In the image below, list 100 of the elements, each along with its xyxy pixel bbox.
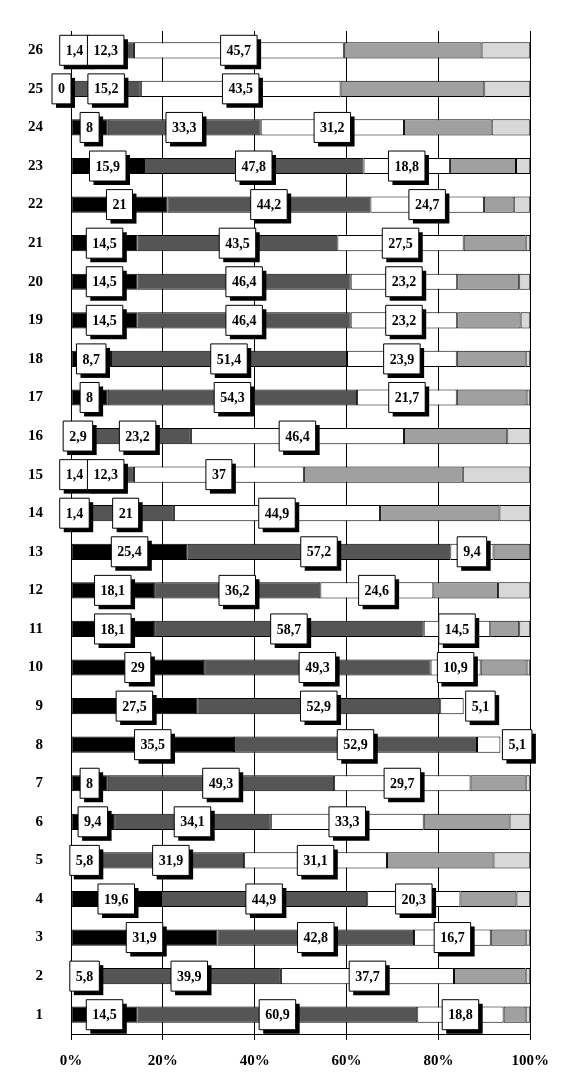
y-tick-label: 19 xyxy=(28,311,43,328)
y-tick-label: 17 xyxy=(28,388,44,405)
y-tick-label: 24 xyxy=(28,118,44,135)
data-label: 12,3 xyxy=(93,42,118,58)
data-label: 31,1 xyxy=(303,853,328,869)
data-label: 31,9 xyxy=(132,930,157,946)
data-label: 2,9 xyxy=(69,428,87,444)
data-label: 23,2 xyxy=(391,312,417,328)
y-tick-label: 9 xyxy=(35,696,43,713)
y-tick-label: 4 xyxy=(35,889,44,906)
data-label: 14,5 xyxy=(92,1007,117,1023)
data-label: 5,1 xyxy=(508,737,526,753)
data-label: 37,7 xyxy=(355,968,380,984)
data-label: 46,4 xyxy=(231,274,257,290)
data-label: 27,5 xyxy=(388,235,413,251)
data-label: 27,5 xyxy=(122,698,147,714)
data-label: 52,9 xyxy=(343,737,368,753)
data-label: 49,3 xyxy=(208,775,234,791)
data-label: 58,7 xyxy=(276,621,302,637)
data-label: 29 xyxy=(130,660,145,676)
data-label: 31,9 xyxy=(158,853,184,869)
data-label: 15,9 xyxy=(95,158,121,174)
data-label: 24,6 xyxy=(364,582,390,598)
data-label: 42,8 xyxy=(303,930,329,946)
data-label: 20,3 xyxy=(401,891,427,907)
data-label: 5,8 xyxy=(75,968,94,984)
data-label: 14,5 xyxy=(92,274,117,290)
data-label: 36,2 xyxy=(225,582,250,598)
data-label: 14,5 xyxy=(92,312,117,328)
data-label: 37 xyxy=(211,467,226,483)
y-tick-label: 2 xyxy=(35,967,43,984)
data-label: 47,8 xyxy=(241,158,267,174)
data-label: 18,1 xyxy=(100,621,126,637)
y-tick-label: 1 xyxy=(35,1005,43,1022)
y-tick-label: 11 xyxy=(28,619,43,636)
y-tick-label: 13 xyxy=(28,542,43,559)
y-tick-label: 21 xyxy=(28,234,43,251)
data-label: 8 xyxy=(86,775,94,791)
y-tick-label: 16 xyxy=(28,426,44,443)
data-label: 14,5 xyxy=(92,235,117,251)
data-label: 21,7 xyxy=(394,390,420,406)
data-label: 31,2 xyxy=(320,120,345,136)
data-label: 19,6 xyxy=(104,891,129,907)
data-label: 23,2 xyxy=(125,428,150,444)
data-label: 18,8 xyxy=(448,1007,473,1023)
data-label: 25,4 xyxy=(117,544,142,560)
y-tick-label: 14 xyxy=(28,504,44,521)
x-tick-label: 100% xyxy=(511,1051,549,1068)
data-label: 43,5 xyxy=(228,81,253,97)
data-label: 54,3 xyxy=(220,390,245,406)
data-label: 9,4 xyxy=(463,544,481,560)
data-label: 33,3 xyxy=(334,814,360,830)
y-tick-label: 8 xyxy=(35,735,43,752)
data-label: 21 xyxy=(118,505,133,521)
data-label: 39,9 xyxy=(177,968,202,984)
data-label: 1,4 xyxy=(65,467,84,483)
data-label: 5,1 xyxy=(471,698,490,714)
data-label: 10,9 xyxy=(443,660,468,676)
data-label: 24,7 xyxy=(414,197,440,213)
data-label: 33,3 xyxy=(171,120,197,136)
data-label: 52,9 xyxy=(306,698,332,714)
y-tick-label: 3 xyxy=(35,928,43,945)
x-tick-label: 80% xyxy=(423,1051,454,1068)
data-label: 49,3 xyxy=(305,660,330,676)
data-label: 8 xyxy=(86,120,94,136)
data-label: 43,5 xyxy=(225,235,250,251)
data-label: 23,2 xyxy=(391,274,417,290)
data-label: 12,3 xyxy=(93,467,118,483)
data-label: 60,9 xyxy=(265,1007,290,1023)
data-label: 46,4 xyxy=(231,312,257,328)
data-label: 44,9 xyxy=(251,891,277,907)
data-label: 18,8 xyxy=(394,158,419,174)
y-tick-label: 25 xyxy=(28,79,43,96)
x-tick-label: 40% xyxy=(239,1051,270,1068)
data-label: 1,4 xyxy=(65,505,84,521)
data-label: 51,4 xyxy=(216,351,242,367)
data-label: 15,2 xyxy=(93,81,119,97)
y-tick-label: 15 xyxy=(28,465,43,482)
data-label: 16,7 xyxy=(440,930,465,946)
x-tick-label: 20% xyxy=(147,1051,178,1068)
data-label: 21 xyxy=(112,197,127,213)
y-tick-label: 7 xyxy=(35,774,44,791)
data-label: 44,2 xyxy=(256,197,282,213)
data-label: 29,7 xyxy=(390,775,415,791)
data-label: 34,1 xyxy=(180,814,205,830)
data-label: 23,9 xyxy=(389,351,415,367)
x-tick-label: 60% xyxy=(331,1051,362,1068)
y-tick-label: 12 xyxy=(28,581,43,598)
data-label: 44,9 xyxy=(264,505,290,521)
x-tick-label: 0% xyxy=(59,1051,83,1068)
y-tick-label: 22 xyxy=(28,195,43,212)
data-label: 5,8 xyxy=(75,853,94,869)
y-tick-label: 23 xyxy=(28,156,43,173)
data-label: 8,7 xyxy=(82,351,100,367)
data-label: 14,5 xyxy=(444,621,470,637)
data-label: 45,7 xyxy=(226,42,252,58)
y-tick-label: 5 xyxy=(35,851,43,868)
data-label: 8 xyxy=(86,390,94,406)
data-label: 18,1 xyxy=(100,582,126,598)
data-label: 57,2 xyxy=(306,544,332,560)
